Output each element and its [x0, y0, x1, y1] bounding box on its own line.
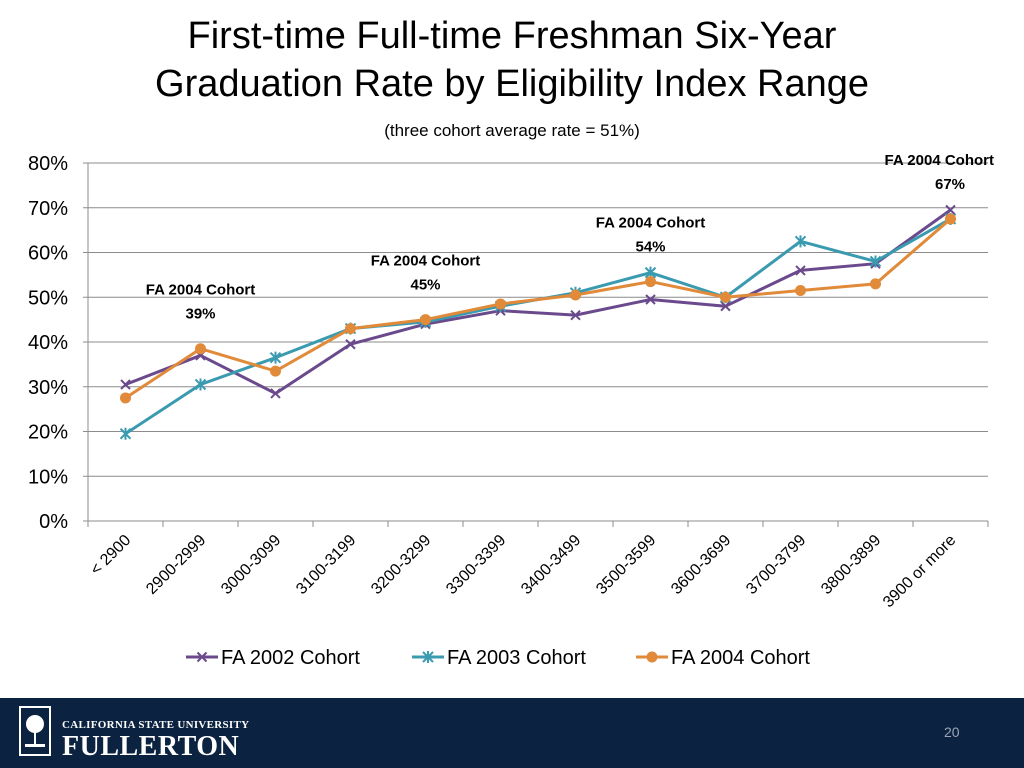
data-point-fa-2004-cohort — [645, 276, 656, 288]
x-tick-label: 3500-3599 — [593, 532, 659, 598]
title-line-2: Graduation Rate by Eligibility Index Ran… — [155, 63, 869, 105]
data-point-fa-2004-cohort — [345, 323, 356, 335]
data-point-fa-2004-cohort — [120, 392, 131, 404]
x-tick-label: 3400-3499 — [518, 532, 584, 598]
annotation-label: FA 2004 Cohort — [596, 215, 705, 232]
chart-title: First-time Full-time Freshman Six-Year G… — [0, 12, 1024, 108]
y-tick-label: 0% — [39, 511, 68, 533]
x-tick-label: 2900-2999 — [143, 532, 209, 598]
x-tick-label: 3100-3199 — [293, 532, 359, 598]
series-line-fa-2004-cohort — [124, 217, 952, 400]
data-point-fa-2003-cohort — [869, 255, 882, 268]
data-point-fa-2002-cohort — [645, 294, 656, 305]
data-point-fa-2004-cohort — [570, 289, 581, 301]
data-point-fa-2002-cohort — [570, 309, 581, 321]
data-point-fa-2004-cohort — [420, 314, 431, 326]
data-point-fa-2004-cohort — [945, 213, 956, 225]
annotation-label: FA 2004 Cohort — [885, 152, 994, 169]
legend-label: FA 2004 Cohort — [671, 647, 810, 669]
annotation-label: FA 2004 Cohort — [371, 253, 480, 270]
data-point-fa-2002-cohort — [795, 265, 806, 276]
data-point-fa-2002-cohort — [120, 379, 131, 390]
legend-marker — [422, 651, 434, 663]
data-point-fa-2004-cohort — [195, 343, 206, 355]
x-tick-label: 3800-3899 — [818, 532, 884, 598]
data-point-fa-2003-cohort — [119, 427, 132, 440]
legend-label: FA 2003 Cohort — [447, 647, 586, 669]
university-name: CALIFORNIA STATE UNIVERSITY — [62, 719, 250, 731]
y-tick-label: 50% — [28, 287, 68, 309]
data-point-fa-2003-cohort — [269, 351, 282, 364]
x-tick-label: 3600-3699 — [668, 532, 734, 598]
y-tick-label: 20% — [28, 422, 68, 444]
annotation-value: 39% — [185, 306, 215, 323]
chart-subtitle: (three cohort average rate = 51%) — [384, 121, 640, 140]
legend-label: FA 2002 Cohort — [221, 647, 360, 669]
x-tick-label: 3900 or more — [880, 532, 959, 611]
data-point-fa-2002-cohort — [945, 204, 956, 216]
series-line-fa-2003-cohort — [124, 217, 952, 435]
y-tick-label: 30% — [28, 377, 68, 399]
data-point-fa-2003-cohort — [194, 378, 207, 391]
data-point-fa-2004-cohort — [795, 285, 806, 297]
footer-bar: CALIFORNIA STATE UNIVERSITY FULLERTON 20 — [0, 698, 1024, 768]
page-number: 20 — [944, 724, 960, 740]
campus-name: FULLERTON — [62, 731, 240, 762]
data-point-fa-2004-cohort — [495, 298, 506, 310]
legend-marker — [646, 651, 658, 663]
x-tick-label: 3200-3299 — [368, 532, 434, 598]
data-point-fa-2002-cohort — [270, 388, 281, 399]
data-point-fa-2002-cohort — [720, 300, 731, 312]
data-point-fa-2002-cohort — [345, 339, 356, 350]
y-tick-label: 60% — [28, 243, 68, 265]
legend-marker — [196, 651, 208, 663]
data-point-fa-2004-cohort — [720, 291, 731, 303]
annotation-value: 54% — [635, 239, 665, 256]
data-point-fa-2003-cohort — [794, 235, 807, 248]
annotation-label: FA 2004 Cohort — [146, 282, 255, 299]
y-tick-label: 80% — [28, 153, 68, 175]
x-tick-label: < 2900 — [87, 532, 134, 579]
x-tick-label: 3300-3399 — [443, 532, 509, 598]
line-chart: 0% 10% 20% 30% 40% 50% 60% 70% 80% < 2900 2900-299… — [28, 152, 994, 669]
annotation-value: 45% — [410, 277, 440, 294]
x-tick-label: 3000-3099 — [218, 532, 284, 598]
title-line-1: First-time Full-time Freshman Six-Year — [187, 15, 837, 57]
annotation-value: 67% — [935, 176, 965, 193]
data-point-fa-2004-cohort — [870, 278, 881, 290]
data-point-fa-2004-cohort — [270, 365, 281, 377]
x-tick-label: 3700-3799 — [743, 532, 809, 598]
y-tick-label: 70% — [28, 198, 68, 220]
series-line-fa-2002-cohort — [124, 208, 952, 395]
y-tick-label: 10% — [28, 466, 68, 488]
y-tick-label: 40% — [28, 332, 68, 354]
university-seal-icon — [19, 706, 51, 756]
